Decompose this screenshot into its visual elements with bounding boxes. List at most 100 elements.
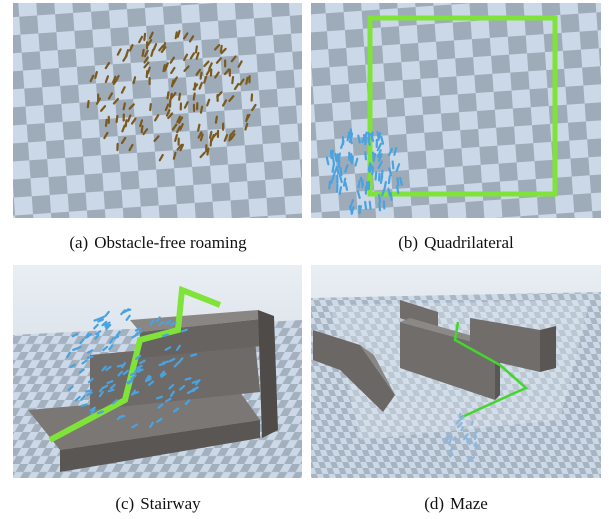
agent bbox=[466, 434, 468, 436]
agent bbox=[198, 125, 199, 131]
agent bbox=[232, 77, 233, 83]
agent bbox=[344, 179, 345, 186]
agent bbox=[179, 94, 180, 100]
agent bbox=[157, 397, 162, 399]
agent bbox=[340, 187, 341, 194]
agent bbox=[335, 154, 336, 161]
agent bbox=[389, 168, 391, 175]
caption-label: (a) bbox=[69, 233, 88, 252]
agent bbox=[332, 151, 333, 158]
agent bbox=[144, 34, 145, 40]
agent bbox=[176, 32, 177, 38]
agent bbox=[174, 153, 176, 159]
agent bbox=[106, 120, 107, 126]
agent bbox=[163, 335, 168, 336]
agent bbox=[388, 189, 389, 196]
agent bbox=[365, 152, 366, 159]
agent bbox=[381, 176, 382, 183]
agent bbox=[458, 420, 460, 422]
agent bbox=[133, 392, 138, 394]
agent bbox=[95, 72, 96, 78]
agent bbox=[327, 157, 329, 164]
agent bbox=[345, 183, 347, 190]
agent bbox=[397, 186, 398, 193]
agent bbox=[119, 416, 124, 417]
agent bbox=[461, 417, 463, 419]
agent bbox=[358, 136, 359, 143]
agent bbox=[216, 117, 217, 123]
agent bbox=[98, 412, 103, 414]
agent bbox=[246, 78, 247, 84]
agent bbox=[451, 448, 453, 450]
page: (a) Obstacle-free roaming (b)Quadrilatera… bbox=[0, 0, 609, 519]
agent bbox=[470, 441, 471, 444]
caption-c: (c) Stairway bbox=[115, 494, 201, 513]
caption-a: (a) Obstacle-free roaming bbox=[69, 233, 247, 252]
agent bbox=[391, 193, 392, 200]
agent bbox=[191, 354, 196, 355]
agent bbox=[150, 104, 151, 110]
agent bbox=[167, 92, 168, 98]
agent bbox=[468, 459, 470, 461]
panel-d-image bbox=[311, 265, 601, 478]
agent bbox=[86, 390, 91, 391]
agent bbox=[370, 202, 371, 209]
agent bbox=[475, 446, 477, 449]
agent bbox=[194, 94, 195, 100]
agent bbox=[472, 421, 473, 424]
caption-text: Maze bbox=[450, 494, 488, 513]
figure: (a) Obstacle-free roaming (b)Quadrilatera… bbox=[0, 0, 609, 519]
agent bbox=[453, 437, 455, 439]
agent bbox=[341, 168, 342, 175]
agent bbox=[446, 439, 448, 441]
agent bbox=[368, 138, 369, 145]
agent bbox=[134, 77, 135, 83]
agent bbox=[82, 404, 87, 405]
agent bbox=[389, 176, 390, 183]
caption-text: Obstacle-free roaming bbox=[94, 233, 247, 252]
caption-label: (d) bbox=[424, 494, 444, 513]
agent bbox=[365, 133, 366, 140]
agent bbox=[201, 107, 202, 113]
agent bbox=[88, 101, 89, 107]
agent bbox=[358, 181, 359, 188]
caption-b: (b)Quadrilateral bbox=[398, 233, 514, 252]
agent bbox=[393, 161, 394, 168]
agent bbox=[379, 203, 380, 210]
agent bbox=[333, 158, 334, 165]
caption-label: (c) bbox=[115, 494, 134, 513]
agent bbox=[467, 439, 468, 442]
agent bbox=[109, 390, 114, 391]
agent bbox=[207, 149, 208, 155]
agent bbox=[379, 195, 380, 202]
caption-text: Quadrilateral bbox=[424, 233, 514, 252]
agent bbox=[376, 173, 377, 180]
agent bbox=[378, 132, 379, 139]
agent bbox=[462, 427, 463, 430]
agent bbox=[474, 443, 476, 446]
agent bbox=[475, 436, 476, 439]
agent bbox=[221, 46, 222, 52]
agent bbox=[88, 357, 93, 358]
agent bbox=[458, 425, 460, 427]
agent bbox=[350, 135, 351, 142]
agent bbox=[164, 65, 165, 71]
agent bbox=[474, 432, 476, 434]
agent bbox=[365, 202, 366, 209]
agent bbox=[397, 178, 398, 185]
panel-c-image bbox=[13, 265, 302, 478]
agent bbox=[210, 132, 211, 138]
agent bbox=[126, 120, 127, 126]
agent bbox=[348, 134, 350, 141]
agent bbox=[450, 454, 452, 456]
agent bbox=[186, 378, 191, 379]
agent bbox=[352, 156, 353, 163]
agent bbox=[329, 181, 330, 188]
caption-text: Stairway bbox=[140, 494, 201, 513]
panel-b-image bbox=[300, 0, 609, 230]
agent bbox=[460, 414, 461, 417]
agent bbox=[196, 46, 197, 52]
agent bbox=[124, 103, 125, 109]
agent bbox=[160, 364, 165, 365]
agent bbox=[450, 438, 451, 441]
